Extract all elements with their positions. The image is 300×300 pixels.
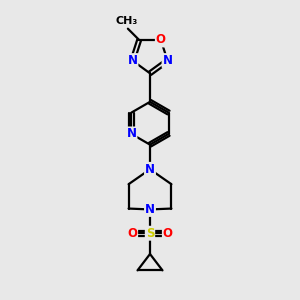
Text: N: N (145, 163, 155, 176)
Text: O: O (156, 34, 166, 46)
Text: S: S (146, 227, 154, 240)
Text: O: O (163, 227, 173, 240)
Text: O: O (127, 227, 137, 240)
Text: CH₃: CH₃ (115, 16, 137, 26)
Text: N: N (163, 54, 172, 67)
Text: N: N (128, 54, 137, 67)
Text: N: N (145, 203, 155, 216)
Text: N: N (127, 128, 136, 140)
